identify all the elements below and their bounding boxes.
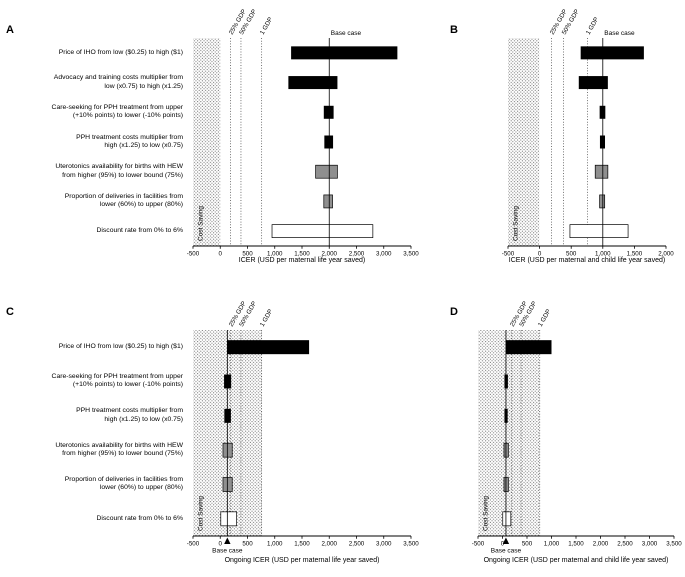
- tornado-bar: [578, 76, 608, 90]
- cost-saving-label: Cost Saving: [198, 206, 205, 241]
- tornado-bar: [324, 135, 334, 149]
- tornado-bar: [580, 46, 644, 60]
- panel-c-xaxis-title: Ongoing ICER (USD per maternal life year…: [224, 557, 380, 564]
- tornado-bar: [323, 105, 334, 119]
- panel-b-xaxis-title: ICER (USD per maternal and child life ye…: [508, 257, 666, 264]
- tornado-bar: [505, 340, 552, 355]
- cost-saving-region: [478, 330, 540, 536]
- x-tick-label: 1,000: [595, 251, 611, 258]
- x-tick-label: 2,000: [593, 541, 609, 548]
- cost-saving-label: Cost Saving: [513, 206, 520, 241]
- x-tick-label: 2,000: [322, 541, 338, 548]
- category-label: Care-seeking for PPH treatment from uppe…: [51, 103, 183, 120]
- base-case-arrow: [224, 537, 231, 544]
- x-tick-label: 2,500: [349, 541, 365, 548]
- x-tick-label: -500: [502, 251, 515, 258]
- base-case-label: Base case: [331, 30, 362, 37]
- tornado-bar: [227, 340, 310, 355]
- cost-saving-label: Cost Saving: [483, 496, 490, 531]
- tornado-bar: [599, 194, 606, 209]
- x-tick-label: -500: [187, 251, 200, 258]
- x-tick-label: -500: [472, 541, 485, 548]
- tornado-bar: [594, 164, 609, 179]
- gdp-threshold-label: 1 GDP: [259, 308, 275, 328]
- gdp-threshold-label: 1 GDP: [585, 16, 601, 36]
- cost-saving-region: [193, 38, 221, 246]
- tornado-bar: [323, 194, 333, 209]
- x-tick-label: 1,000: [267, 251, 283, 258]
- x-tick-label: 1,000: [267, 541, 283, 548]
- tornado-bar: [315, 164, 338, 179]
- x-tick-label: 3,500: [666, 541, 682, 548]
- x-tick-label: 1,500: [294, 251, 310, 258]
- panel-c-letter: C: [6, 306, 14, 318]
- x-tick-label: -500: [187, 541, 200, 548]
- x-tick-label: 500: [566, 251, 577, 258]
- x-tick-label: 500: [242, 541, 253, 548]
- category-label: Uterotonics availability for births with…: [55, 163, 183, 179]
- category-label: Discount rate from 0% to 6%: [96, 226, 183, 234]
- panel-b-letter: B: [450, 24, 458, 36]
- x-tick-label: 1,500: [294, 541, 310, 548]
- x-tick-label: 3,500: [403, 541, 419, 548]
- x-tick-label: 1,500: [627, 251, 643, 258]
- x-tick-label: 500: [242, 251, 253, 258]
- x-tick-label: 2,000: [322, 251, 338, 258]
- x-tick-label: 3,000: [642, 541, 658, 548]
- category-label: Discount rate from 0% to 6%: [96, 514, 183, 522]
- x-tick-label: 0: [219, 541, 223, 548]
- x-tick-label: 3,000: [376, 251, 392, 258]
- x-tick-label: 0: [501, 541, 505, 548]
- cost-saving-label: Cost Saving: [198, 496, 205, 531]
- gdp-threshold-label: 1 GDP: [537, 308, 553, 328]
- x-tick-label: 2,500: [349, 251, 365, 258]
- tornado-bar: [220, 511, 237, 527]
- category-label: Proportion of deliveries in facilities f…: [64, 192, 183, 209]
- tornado-bar: [569, 224, 629, 238]
- panel-a-letter: A: [6, 24, 14, 36]
- panel-d-xaxis-title: Ongoing ICER (USD per maternal and child…: [483, 557, 669, 564]
- category-label: PPH treatment costs multiplier from high …: [76, 133, 183, 150]
- x-tick-label: 500: [522, 541, 533, 548]
- base-case-arrow: [502, 537, 510, 544]
- x-tick-label: 1,000: [544, 541, 560, 548]
- tornado-bar: [271, 224, 374, 238]
- category-label: Price of IHO from low ($0.25) to high ($…: [58, 342, 183, 350]
- category-label: PPH treatment costs multiplier from high …: [76, 407, 183, 423]
- panel-d-letter: D: [450, 306, 458, 318]
- category-label: Care-seeking for PPH treatment from uppe…: [51, 373, 183, 389]
- gdp-threshold-label: 1 GDP: [259, 16, 275, 36]
- base-case-label: Base case: [604, 30, 635, 37]
- base-case-label: Base case: [212, 548, 243, 555]
- tornado-bar: [502, 511, 512, 527]
- panel-a-category-labels: Price of IHO from low ($0.25) to high ($…: [2, 38, 188, 246]
- panel-a-xaxis-title: ICER (USD per maternal life year saved): [238, 257, 366, 264]
- category-label: Proportion of deliveries in facilities f…: [64, 475, 183, 492]
- x-tick-label: 2,500: [617, 541, 633, 548]
- cost-saving-region: [508, 38, 540, 246]
- category-label: Uterotonics availability for births with…: [55, 441, 183, 458]
- x-tick-label: 3,000: [376, 541, 392, 548]
- category-label: Price of IHO from low ($0.25) to high ($…: [58, 48, 183, 56]
- category-label: Advocacy and training costs multiplier f…: [53, 74, 183, 90]
- base-case-label: Base case: [491, 548, 522, 555]
- panel-c-category-labels: Price of IHO from low ($0.25) to high ($…: [2, 330, 188, 536]
- x-tick-label: 1,500: [568, 541, 584, 548]
- x-tick-label: 0: [538, 251, 542, 258]
- x-tick-label: 0: [219, 251, 223, 258]
- tornado-bar: [291, 46, 398, 60]
- x-tick-label: 3,500: [403, 251, 419, 258]
- x-tick-label: 2,000: [658, 251, 674, 258]
- tornado-bar: [288, 76, 338, 90]
